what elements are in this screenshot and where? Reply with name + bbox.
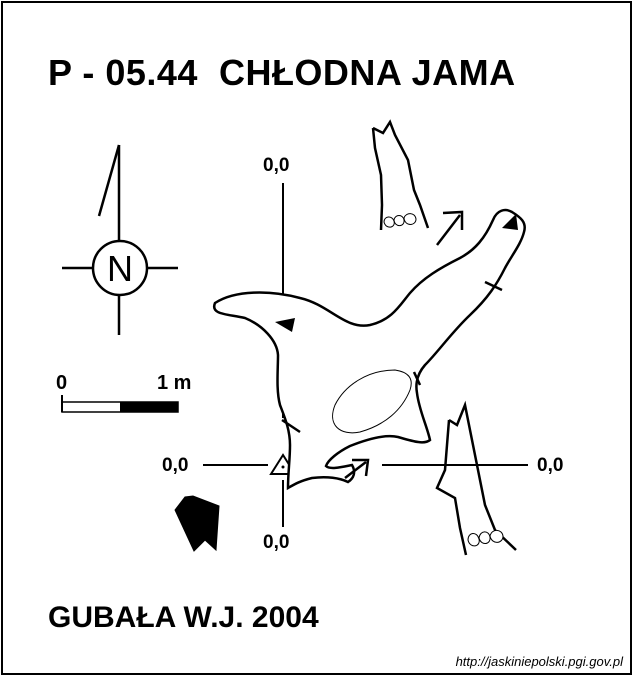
north-label: N: [107, 248, 133, 289]
axis-label-top: 0,0: [263, 155, 290, 176]
cave-boulder: [332, 369, 412, 434]
scale-label-zero: 0: [56, 372, 68, 394]
cave-outline: [212, 208, 526, 491]
author-credit: GUBAŁA W.J. 2004: [48, 601, 319, 634]
scale-label-one: 1 m: [157, 372, 192, 394]
source-url[interactable]: http://jaskiniepolski.pgi.gov.pl: [455, 654, 623, 669]
entrance-arrow-icon: [174, 495, 220, 552]
map-title: P - 05.44 CHŁODNA JAMA: [48, 52, 516, 93]
axis-label-bottom: 0,0: [263, 532, 290, 553]
axis-label-right: 0,0: [537, 455, 564, 476]
scale-bar: [61, 395, 179, 413]
tree-icon: [371, 119, 430, 231]
slope-marker: [275, 318, 295, 332]
slope-marker: [502, 214, 518, 230]
direction-arrow: [344, 458, 370, 479]
axis-label-left: 0,0: [162, 455, 189, 476]
north-arrow-icon: N: [62, 144, 178, 335]
direction-arrow: [436, 210, 464, 246]
tree-icon: [435, 400, 517, 556]
